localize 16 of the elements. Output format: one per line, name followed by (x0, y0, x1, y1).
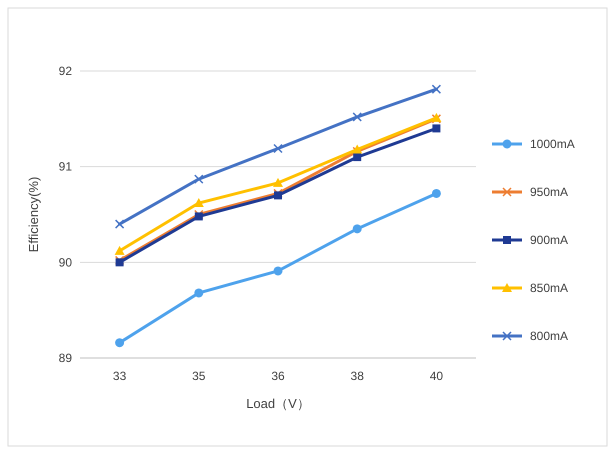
y-axis-title: Efficiency(%) (26, 176, 41, 252)
y-tick-label: 89 (58, 351, 72, 365)
legend-label: 800mA (530, 329, 568, 343)
x-tick-label: 38 (350, 369, 364, 383)
x-tick-label: 36 (271, 369, 285, 383)
legend-label: 1000mA (530, 137, 575, 151)
y-tick-label: 92 (58, 64, 72, 78)
x-tick-label: 35 (192, 369, 206, 383)
y-tick-label: 91 (58, 160, 72, 174)
y-tick-label: 90 (58, 255, 72, 270)
legend-label: 900mA (530, 233, 568, 247)
legend-label: 950mA (530, 185, 568, 199)
x-tick-label: 33 (112, 369, 127, 383)
x-axis-title: Load（V） (246, 396, 310, 411)
x-tick-label: 40 (430, 369, 444, 383)
legend-label: 850mA (530, 281, 568, 295)
